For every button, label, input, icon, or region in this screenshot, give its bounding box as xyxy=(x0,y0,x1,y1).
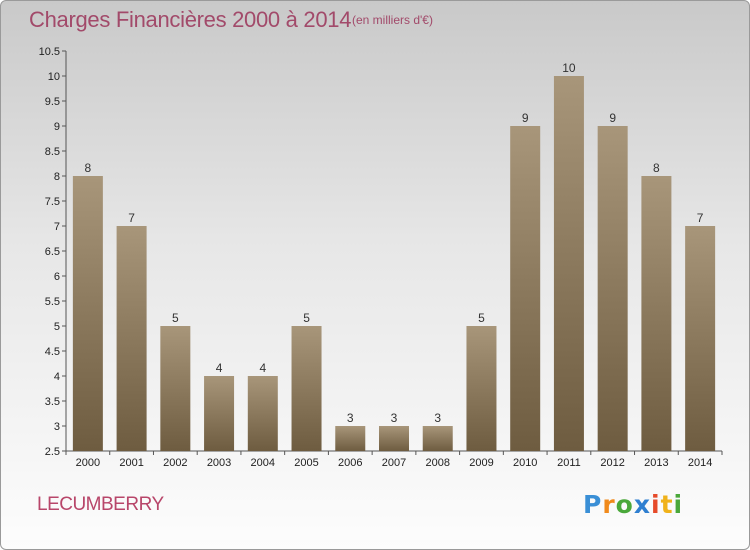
data-label: 3 xyxy=(391,411,398,425)
bar xyxy=(685,226,716,451)
x-tick-label: 2011 xyxy=(557,457,581,469)
chart-title: Charges Financières 2000 à 2014 xyxy=(29,7,352,32)
bar xyxy=(116,226,147,451)
x-tick-label: 2010 xyxy=(513,457,537,469)
x-tick-label: 2013 xyxy=(644,457,668,469)
x-tick-label: 2000 xyxy=(76,457,100,469)
x-tick-label: 2014 xyxy=(688,457,712,469)
commune-name: LECUMBERRY xyxy=(37,494,164,515)
bars xyxy=(72,76,716,451)
data-label: 5 xyxy=(478,311,485,325)
x-tick-label: 2012 xyxy=(600,457,624,469)
data-label: 3 xyxy=(434,411,441,425)
x-tick-label: 2007 xyxy=(382,457,406,469)
y-tick-label: 3.5 xyxy=(45,396,60,408)
y-tick-label: 9 xyxy=(54,121,60,133)
x-tick-label: 2008 xyxy=(425,457,449,469)
x-tick-label: 2004 xyxy=(251,457,275,469)
axes: 2.5 3 3.5 4 4.5 5 5.5 6 6.5 7 7.5 8 8.5 9 9.5 10 10.5 200… xyxy=(39,46,723,469)
bar xyxy=(510,126,541,451)
x-tick-label: 2001 xyxy=(119,457,143,469)
y-tick-label: 9.5 xyxy=(45,96,60,108)
bar xyxy=(597,126,628,451)
y-tick-label: 7.5 xyxy=(45,196,60,208)
y-tick-label: 3 xyxy=(54,421,60,433)
data-label: 8 xyxy=(85,161,92,175)
x-tick-label: 2003 xyxy=(207,457,231,469)
y-tick-label: 8 xyxy=(54,171,60,183)
y-tick-label: 10 xyxy=(48,71,60,83)
bar xyxy=(247,376,278,451)
data-label: 7 xyxy=(697,211,704,225)
data-label: 9 xyxy=(522,111,529,125)
x-tick-label: 2006 xyxy=(338,457,362,469)
bar xyxy=(72,176,103,451)
y-tick-label: 2.5 xyxy=(45,446,60,458)
y-tick-label: 4.5 xyxy=(45,346,60,358)
bar xyxy=(335,426,366,451)
y-tick-label: 8.5 xyxy=(45,146,60,158)
bar xyxy=(422,426,453,451)
proxiti-logo: Proxiti xyxy=(583,490,684,519)
data-label: 3 xyxy=(347,411,354,425)
bar xyxy=(553,76,584,451)
bar xyxy=(379,426,409,451)
data-label: 9 xyxy=(609,111,616,125)
y-tick-label: 5 xyxy=(54,321,60,333)
y-tick-label: 10.5 xyxy=(39,46,60,58)
data-label: 5 xyxy=(303,311,310,325)
y-tick-label: 7 xyxy=(54,221,60,233)
data-label: 8 xyxy=(653,161,660,175)
data-label: 4 xyxy=(216,361,223,375)
bar xyxy=(160,326,191,451)
x-tick-label: 2009 xyxy=(469,457,493,469)
data-labels: 8 7 5 4 4 5 3 3 3 5 9 10 9 8 7 xyxy=(85,61,704,425)
x-tick-label: 2005 xyxy=(294,457,318,469)
data-label: 10 xyxy=(562,61,576,75)
bar xyxy=(466,326,497,451)
bar xyxy=(641,176,672,451)
bar xyxy=(204,376,235,451)
y-tick-label: 6.5 xyxy=(45,246,60,258)
data-label: 7 xyxy=(128,211,135,225)
bar xyxy=(291,326,322,451)
data-label: 5 xyxy=(172,311,179,325)
data-label: 4 xyxy=(259,361,266,375)
y-tick-label: 6 xyxy=(54,271,60,283)
chart-subtitle: (en milliers d'€) xyxy=(352,13,433,27)
y-tick-label: 4 xyxy=(54,371,60,383)
y-tick-label: 5.5 xyxy=(45,296,60,308)
x-tick-label: 2002 xyxy=(163,457,187,469)
